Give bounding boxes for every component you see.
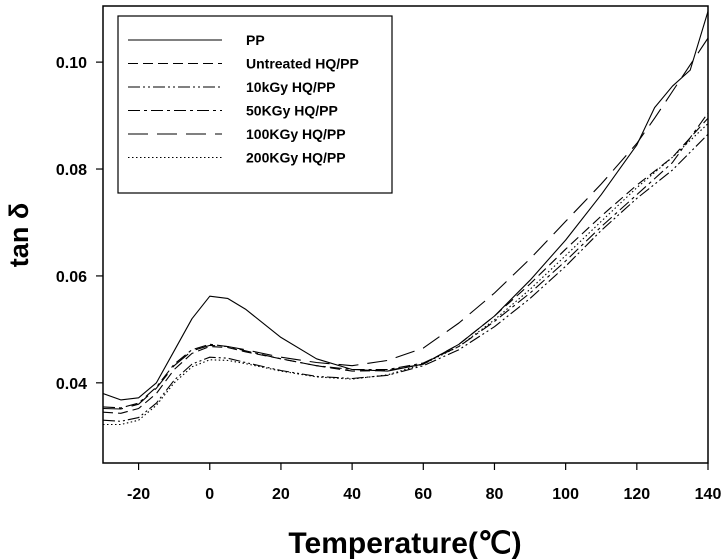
x-tick-label: 20 [272, 486, 290, 503]
x-axis-title: Temperature(℃) [288, 527, 521, 560]
series-line-4 [103, 112, 708, 409]
legend-label: 50KGy HQ/PP [246, 103, 338, 119]
x-tick-label: 120 [623, 486, 650, 503]
x-tick-label: 40 [343, 486, 361, 503]
y-tick-label: 0.10 [56, 55, 87, 72]
y-tick-label: 0.06 [56, 269, 87, 286]
x-tick-label: 80 [486, 486, 504, 503]
legend-box [117, 15, 393, 194]
plot-frame [102, 5, 709, 464]
series-line-6 [103, 123, 708, 426]
y-axis-ticks: 0.04 0.06 0.08 0.10 [56, 55, 103, 393]
series-line-2 [103, 117, 708, 414]
plot-lines [103, 11, 708, 426]
legend-label: 200KGy HQ/PP [246, 150, 346, 166]
y-axis-title: tan δ [4, 203, 34, 267]
x-tick-label: 0 [205, 486, 214, 503]
x-axis-ticks: -20 0 20 40 60 80 100 120 140 [127, 463, 721, 503]
legend: PP Untreated HQ/PP 10kGy HQ/PP 50KGy HQ/PP 1… [117, 15, 393, 194]
x-tick-label: 60 [414, 486, 432, 503]
series-line-5 [103, 37, 708, 410]
legend-label: PP [246, 32, 265, 48]
x-tick-label: 100 [552, 486, 579, 503]
legend-label: Untreated HQ/PP [246, 56, 359, 72]
y-tick-label: 0.04 [56, 376, 87, 393]
x-tick-label: 140 [695, 486, 722, 503]
x-tick-label: -20 [127, 486, 150, 503]
legend-label: 10kGy HQ/PP [246, 79, 336, 95]
legend-label: 100KGy HQ/PP [246, 126, 346, 142]
y-tick-label: 0.08 [56, 162, 87, 179]
